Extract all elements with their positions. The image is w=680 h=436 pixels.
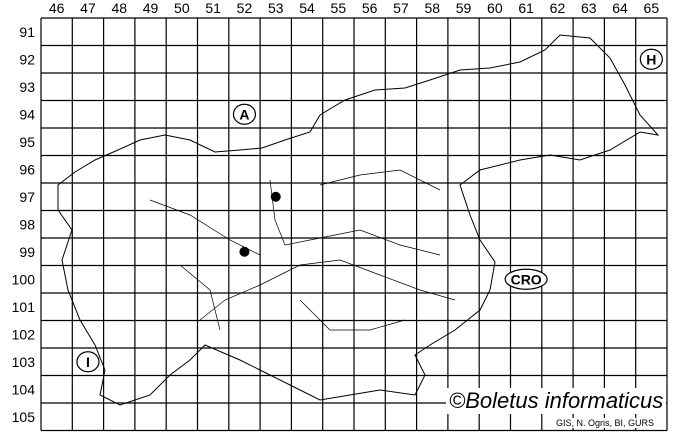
column-label: 46 (49, 0, 65, 16)
column-labels: 46 47 48 49 50 51 52 53 54 55 56 57 58 59 60 61 62 63 64 65 (49, 0, 659, 16)
row-label: 101 (12, 299, 36, 315)
column-label: 55 (331, 0, 347, 16)
svg-text:H: H (646, 51, 656, 67)
row-label: 100 (12, 271, 36, 287)
column-label: 52 (237, 0, 253, 16)
column-label: 47 (80, 0, 96, 16)
row-label: 103 (12, 354, 36, 370)
row-label: 96 (19, 161, 35, 177)
record-points (239, 191, 281, 257)
column-label: 59 (456, 0, 472, 16)
column-label: 48 (111, 0, 127, 16)
country-label-a: A (232, 103, 257, 125)
column-label: 62 (550, 0, 566, 16)
column-label: 57 (393, 0, 409, 16)
column-label: 63 (581, 0, 597, 16)
country-labels: A H CRO I (76, 48, 663, 373)
row-label: 104 (12, 381, 36, 397)
row-label: 98 (19, 216, 35, 232)
row-label: 93 (19, 79, 35, 95)
column-label: 50 (174, 0, 190, 16)
row-label: 92 (19, 51, 35, 67)
row-labels: 91 92 93 94 95 96 97 98 99 100 101 102 103 104 105 (12, 24, 36, 425)
column-label: 51 (205, 0, 221, 16)
column-label: 49 (143, 0, 159, 16)
column-label: 64 (612, 0, 628, 16)
svg-text:I: I (86, 354, 90, 370)
row-label: 102 (12, 326, 36, 342)
column-label: 65 (644, 0, 660, 16)
row-label: 94 (19, 106, 35, 122)
credit-text: ©Boletus informaticus (446, 388, 667, 414)
row-label: 105 (12, 409, 36, 425)
country-outline (57, 34, 660, 406)
column-label: 56 (362, 0, 378, 16)
record-point (270, 191, 281, 202)
row-label: 97 (19, 189, 35, 205)
column-label: 53 (268, 0, 284, 16)
column-label: 61 (518, 0, 534, 16)
source-text: GIS, N. Ogris, BI, GURS (554, 418, 657, 428)
record-point (239, 246, 250, 257)
row-label: 95 (19, 134, 35, 150)
country-label-h: H (639, 48, 663, 70)
svg-text:A: A (239, 106, 249, 122)
column-label: 60 (487, 0, 503, 16)
country-label-i: I (76, 351, 100, 373)
svg-text:CRO: CRO (511, 271, 542, 287)
row-label: 99 (19, 244, 35, 260)
grid (40, 17, 668, 432)
country-label-cro: CRO (504, 268, 548, 290)
column-label: 54 (299, 0, 315, 16)
row-label: 91 (19, 24, 35, 40)
column-label: 58 (424, 0, 440, 16)
